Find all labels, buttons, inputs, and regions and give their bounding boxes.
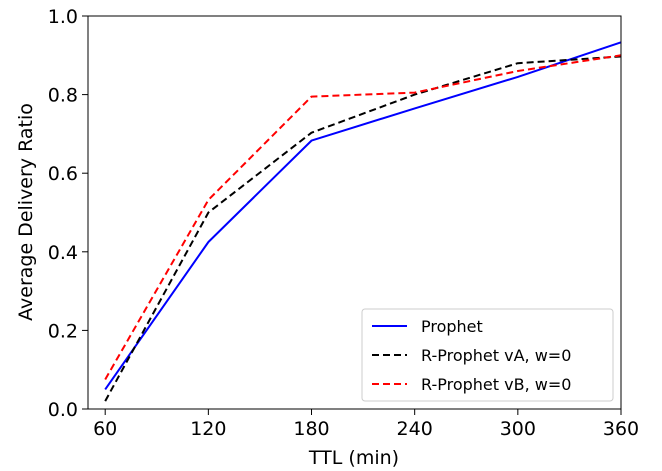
y-tick-label: 0.4 — [48, 242, 78, 264]
x-tick-label: 300 — [500, 418, 536, 440]
legend-label-2: R-Prophet vA, w=0 — [421, 346, 571, 365]
y-tick-label: 0.8 — [48, 85, 78, 107]
plot-frame — [87, 15, 622, 410]
legend-box — [361, 308, 614, 402]
legend-label-1: Prophet — [421, 317, 483, 336]
x-tick-label: 240 — [397, 418, 433, 440]
x-tick-label: 360 — [603, 418, 639, 440]
y-tick-label: 0.6 — [48, 163, 78, 185]
y-axis-label: Average Delivery Ratio — [15, 103, 37, 321]
series-line-2 — [104, 55, 622, 402]
series-layer — [104, 41, 622, 402]
legend-label-3: R-Prophet vB, w=0 — [421, 375, 571, 394]
x-axis-label: TTL (min) — [308, 447, 399, 469]
legend: Prophet R-Prophet vA, w=0 R-Prophet vB, w=… — [361, 308, 614, 402]
y-axis: 0.0 0.2 0.4 0.6 0.8 1.0 — [48, 6, 88, 421]
y-tick-label: 1.0 — [48, 6, 78, 28]
x-tick-label: 120 — [190, 418, 226, 440]
x-axis: 60 120 180 240 300 360 — [93, 409, 639, 440]
x-tick-label: 60 — [93, 418, 117, 440]
y-tick-label: 0.0 — [48, 399, 78, 421]
series-line-1 — [104, 41, 622, 390]
y-tick-label: 0.2 — [48, 320, 78, 342]
x-tick-label: 180 — [293, 418, 329, 440]
